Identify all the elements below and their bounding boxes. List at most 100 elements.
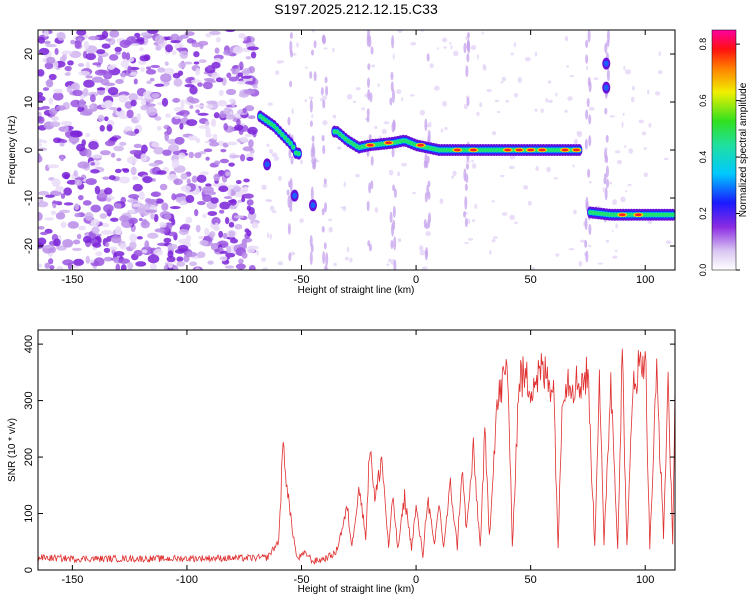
- spectrogram-cell: [44, 217, 54, 221]
- spectrogram-cell: [187, 135, 198, 141]
- spectrogram-cell: [616, 159, 623, 165]
- spectrogram-cell: [239, 153, 246, 162]
- spectrogram-cell: [272, 124, 276, 128]
- spectrogram-cell: [195, 68, 201, 76]
- spectrogram-cell: [38, 138, 44, 144]
- spectrogram-cell: [194, 152, 202, 159]
- spectrogram-cell: [227, 188, 232, 197]
- spectrogram-cell: [449, 41, 452, 45]
- spectrogram-cell: [160, 73, 172, 83]
- spectrogram-cell: [304, 99, 308, 103]
- spectrogram-cell: [366, 200, 370, 212]
- spectrogram-cell: [243, 186, 249, 193]
- spectrogram-cell: [391, 88, 395, 103]
- spectrogram-cell: [237, 80, 247, 85]
- spectrogram-cell: [140, 153, 148, 162]
- spectrogram-cell: [131, 176, 139, 181]
- spectrogram-cell: [50, 210, 57, 216]
- spectrogram-cell: [151, 141, 160, 148]
- spectrogram-cell: [96, 87, 106, 91]
- spectrogram-cell: [569, 74, 574, 78]
- spectrogram-cell: [604, 187, 608, 201]
- spectrogram-cell: [388, 169, 394, 176]
- spectrogram-cell: [493, 236, 498, 240]
- spectrogram-cell: [190, 79, 202, 84]
- spectrogram-cell: [638, 119, 644, 124]
- spectrogram-cell: [401, 97, 404, 102]
- spectrogram-cell: [596, 211, 601, 216]
- spectrogram-cell: [428, 146, 433, 151]
- spectrogram-cell: [205, 183, 212, 187]
- spectrogram-cell: [534, 51, 538, 57]
- spectrogram-cell: [344, 256, 349, 261]
- spectrogram-cell: [53, 88, 63, 94]
- spectrogram-cell: [223, 123, 229, 131]
- spectrogram-cell: [78, 225, 86, 231]
- spectrogram-cell: [585, 109, 589, 120]
- spectrogram-cell: [374, 125, 378, 130]
- spectrogram-cell: [164, 61, 169, 66]
- spectrogram-cell: [44, 62, 54, 70]
- spectrogram-cell: [587, 244, 592, 248]
- spectrogram-cell: [467, 237, 474, 241]
- spectrogram-cell: [643, 147, 647, 150]
- spectrogram-cell: [466, 97, 470, 106]
- spectrogram-cell: [132, 203, 141, 208]
- spectrogram-cell: [410, 41, 417, 46]
- spectrogram-cell: [243, 89, 256, 95]
- spectrogram-cell: [145, 69, 157, 75]
- spectrogram-cell: [643, 212, 648, 217]
- snr-x-tick-label: 50: [525, 574, 537, 586]
- spectrogram-cell: [233, 215, 244, 219]
- spectrogram-cell: [115, 225, 122, 235]
- spectrogram-cell: [167, 173, 178, 181]
- spectrogram-cell: [497, 148, 502, 152]
- spectrogram-cell: [266, 143, 270, 147]
- spectrogram-cell: [127, 261, 134, 270]
- spectrogram-cell: [113, 251, 125, 257]
- spectrogram-cell: [232, 186, 241, 193]
- spectrogram-cell: [161, 97, 169, 107]
- spectrogram-cell: [186, 178, 191, 185]
- spectrogram-cell: [437, 148, 441, 152]
- spectrogram-cell: [368, 182, 372, 194]
- spectrogram-cell: [219, 201, 231, 210]
- spectrogram-cell: [106, 236, 112, 243]
- spectrogram-cell: [180, 172, 188, 180]
- spectrogram-cell: [577, 131, 583, 138]
- spectrogram-cell: [479, 102, 483, 108]
- spectrogram-cell: [310, 243, 314, 253]
- spectrogram-cell: [174, 115, 181, 119]
- spectrogram-cell: [179, 122, 184, 130]
- spectrogram-cell: [219, 158, 230, 164]
- spectrogram-cell: [70, 99, 82, 108]
- spectrogram-cell: [393, 140, 397, 145]
- snr-y-tick-label: 400: [23, 335, 35, 353]
- spectrogram-cell: [165, 44, 173, 53]
- spectrogram-cell: [42, 245, 53, 249]
- spectrogram-cell: [133, 78, 138, 85]
- spectrogram-cell: [195, 137, 201, 144]
- spectrogram-cell: [101, 222, 110, 228]
- spectrogram-cell: [136, 236, 143, 240]
- spectrogram-cell: [250, 51, 257, 59]
- spectrogram-cell: [351, 142, 356, 147]
- spectrogram-cell: [166, 126, 172, 135]
- spectrogram-cell: [146, 80, 152, 85]
- spectrogram-cell: [392, 184, 396, 192]
- spectrogram-cell: [289, 32, 293, 40]
- spectrogram-cell: [103, 256, 113, 262]
- spectrogram-cell: [78, 98, 85, 108]
- spectrogram-cell: [238, 258, 244, 264]
- spectrogram-cell: [410, 94, 415, 97]
- snr-x-axis-label: Height of straight line (km): [298, 584, 415, 595]
- spectrogram-cell: [215, 36, 221, 43]
- spectrogram-cell: [308, 96, 314, 100]
- spectrogram-cell: [110, 235, 122, 244]
- spectrogram-cell: [150, 191, 161, 197]
- spectrogram-cell: [66, 179, 78, 185]
- spectrogram-cell: [38, 116, 45, 124]
- spectrogram-cell: [553, 177, 558, 180]
- spectrogram-cell: [648, 122, 652, 128]
